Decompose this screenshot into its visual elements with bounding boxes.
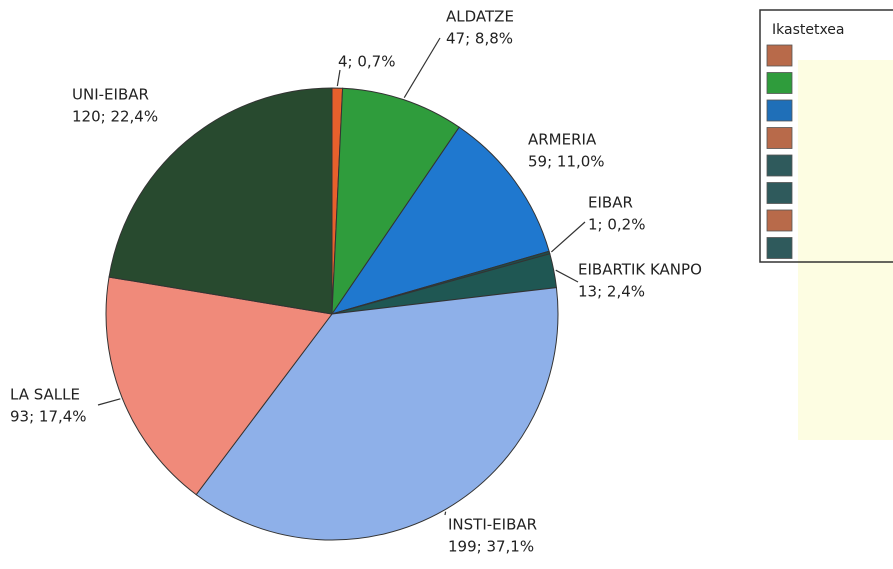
pie-slice	[108, 87, 333, 315]
value-label: 13; 2,4%	[578, 283, 645, 301]
legend-swatch	[766, 72, 793, 94]
legend-swatch	[766, 44, 793, 67]
pie-slice	[330, 126, 550, 315]
value-label: 120; 22,4%	[72, 108, 158, 126]
slice-label: UNI-EIBAR	[72, 86, 149, 104]
leader-line	[555, 269, 579, 283]
legend-swatch	[766, 237, 793, 259]
leader-line	[444, 511, 447, 516]
value-label: 93; 17,4%	[10, 408, 87, 426]
slice-label: INSTI-EIBAR	[448, 516, 537, 534]
value-label: 1; 0,2%	[588, 216, 645, 234]
pie-slice	[195, 287, 559, 541]
slice-label: ARMERIA	[528, 131, 597, 149]
leader-line	[336, 69, 341, 87]
legend-background	[798, 60, 893, 440]
slice-label: LA SALLE	[10, 386, 80, 404]
leader-line	[97, 398, 121, 406]
legend-box	[759, 9, 893, 263]
legend-swatch	[766, 209, 793, 232]
slice-label: EIBAR	[588, 194, 633, 212]
value-label: 4; 0,7%	[338, 53, 395, 71]
leader-line	[403, 37, 441, 99]
slice-label: EIBARTIK KANPO	[578, 261, 702, 279]
legend-swatch	[766, 182, 793, 204]
legend-title: Ikastetxea	[772, 22, 845, 38]
pie-slice	[331, 87, 460, 316]
value-label: 59; 11,0%	[528, 153, 605, 171]
legend-swatch	[766, 99, 793, 122]
pie-slice	[105, 276, 333, 496]
legend-swatch	[766, 154, 793, 177]
legend-swatch	[766, 127, 793, 149]
value-label: 199; 37,1%	[448, 538, 534, 556]
slice-label: ALDATZE	[446, 8, 514, 26]
leader-line	[551, 221, 586, 253]
value-label: 47; 8,8%	[446, 30, 513, 48]
